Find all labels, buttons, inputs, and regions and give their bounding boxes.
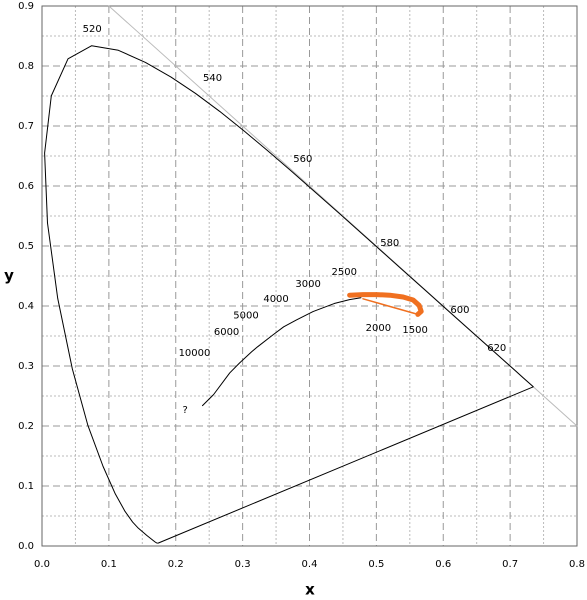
annotation: 2500: [332, 267, 357, 278]
annotation: 4000: [263, 294, 288, 305]
y-tick-label: 0.8: [18, 61, 34, 72]
annotation: 560: [293, 154, 312, 165]
plot-border: [41, 5, 578, 547]
annotation: 580: [380, 238, 399, 249]
series-line: [347, 292, 424, 317]
series-line: [44, 45, 534, 544]
y-tick-label: 0.2: [18, 421, 34, 432]
y-tick-label: 0.0: [18, 541, 34, 552]
y-tick-label: 0.5: [18, 241, 34, 252]
annotation: 10000: [179, 348, 211, 359]
y-tick-label: 0.9: [18, 1, 34, 12]
y-tick-label: 0.1: [18, 481, 34, 492]
x-tick-label: 0.6: [435, 559, 451, 570]
y-axis-title: y: [4, 267, 14, 285]
y-tick-label: 0.6: [18, 181, 34, 192]
annotation: 6000: [214, 327, 239, 338]
annotation: 600: [450, 305, 469, 316]
series-line: [362, 298, 419, 316]
y-tick-label: 0.4: [18, 301, 34, 312]
annotation: 5000: [233, 311, 258, 322]
x-axis-title: x: [305, 581, 315, 599]
annotation: 540: [203, 73, 222, 84]
x-tick-label: 0.4: [302, 559, 318, 570]
x-tick-label: 0.3: [235, 559, 251, 570]
annotation: 1500: [402, 325, 427, 336]
annotation: 520: [83, 24, 102, 35]
annotation: 2000: [366, 323, 391, 334]
y-tick-label: 0.3: [18, 361, 34, 372]
series-line: [202, 297, 362, 407]
x-tick-label: 0.2: [168, 559, 184, 570]
x-tick-label: 0.0: [34, 559, 50, 570]
x-tick-label: 0.7: [502, 559, 518, 570]
annotation: 620: [487, 343, 506, 354]
y-tick-label: 0.7: [18, 121, 34, 132]
x-tick-label: 0.1: [101, 559, 117, 570]
annotation: ?: [182, 405, 187, 416]
x-tick-label: 0.5: [368, 559, 384, 570]
annotation: 3000: [295, 279, 320, 290]
x-tick-label: 0.8: [569, 559, 585, 570]
